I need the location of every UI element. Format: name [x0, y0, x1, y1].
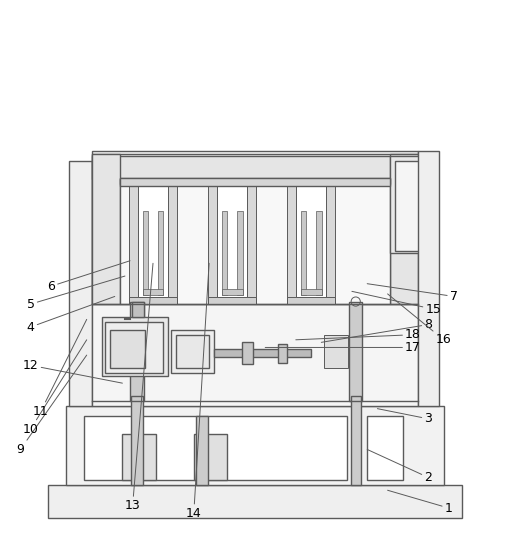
Bar: [389, 156, 435, 253]
Bar: [221, 211, 227, 295]
Bar: [350, 396, 360, 485]
Bar: [130, 301, 144, 401]
Bar: [69, 161, 92, 406]
Bar: [102, 317, 168, 375]
Bar: [176, 335, 209, 368]
Text: 14: 14: [186, 263, 209, 520]
Bar: [417, 151, 438, 406]
Bar: [193, 434, 227, 480]
Bar: [300, 211, 305, 295]
Bar: [323, 335, 348, 368]
Bar: [242, 342, 253, 364]
Bar: [349, 301, 361, 401]
Text: 2: 2: [366, 450, 432, 484]
Bar: [92, 151, 417, 406]
Text: 8: 8: [321, 318, 432, 342]
Bar: [104, 322, 163, 373]
Bar: [84, 416, 346, 480]
Text: 4: 4: [26, 296, 115, 334]
Bar: [120, 178, 389, 186]
Text: 6: 6: [47, 261, 130, 293]
Text: 10: 10: [22, 340, 87, 435]
Bar: [316, 211, 321, 295]
Bar: [208, 297, 256, 304]
Bar: [122, 434, 155, 480]
Bar: [131, 301, 144, 317]
Bar: [300, 289, 321, 295]
Bar: [208, 184, 217, 304]
Bar: [142, 211, 148, 295]
Bar: [66, 406, 443, 485]
Bar: [120, 178, 389, 184]
Bar: [92, 154, 417, 304]
Text: 15: 15: [351, 292, 441, 316]
Text: 12: 12: [23, 359, 122, 383]
Bar: [217, 184, 247, 297]
Bar: [237, 211, 242, 295]
Text: 9: 9: [16, 355, 87, 456]
Bar: [128, 184, 137, 304]
Text: 13: 13: [125, 263, 153, 512]
Text: 7: 7: [366, 284, 457, 303]
Bar: [137, 184, 168, 297]
Text: 16: 16: [387, 294, 450, 346]
Text: 11: 11: [33, 319, 87, 418]
Bar: [196, 416, 207, 485]
Bar: [366, 416, 402, 480]
Bar: [221, 289, 242, 295]
Bar: [247, 184, 256, 304]
Bar: [286, 184, 295, 304]
Bar: [389, 154, 417, 304]
Bar: [295, 184, 326, 297]
Text: 17: 17: [265, 341, 420, 354]
Bar: [168, 184, 177, 304]
Text: 18: 18: [295, 328, 420, 341]
Bar: [48, 485, 461, 519]
Bar: [131, 396, 143, 485]
Bar: [142, 289, 163, 295]
Text: 1: 1: [387, 490, 452, 515]
Bar: [286, 297, 335, 304]
Bar: [120, 179, 389, 304]
Bar: [92, 156, 417, 179]
Text: 5: 5: [26, 276, 125, 311]
Bar: [394, 161, 430, 251]
Bar: [326, 184, 335, 304]
Bar: [158, 211, 163, 295]
Bar: [92, 154, 120, 304]
Bar: [214, 350, 310, 357]
Bar: [171, 330, 214, 373]
Bar: [277, 344, 287, 363]
Bar: [109, 330, 145, 368]
Bar: [128, 297, 177, 304]
Text: 3: 3: [377, 409, 432, 426]
